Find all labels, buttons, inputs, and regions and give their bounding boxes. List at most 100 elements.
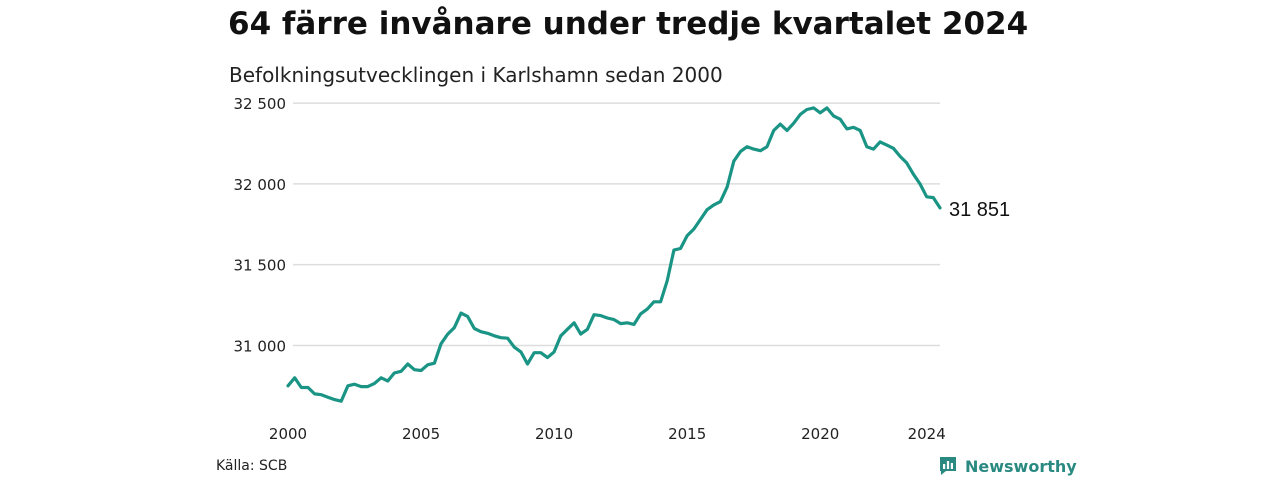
grid-lines [293,102,940,347]
data-point [307,386,310,389]
data-point [686,234,689,237]
data-point [845,128,848,131]
data-point [413,368,416,371]
data-point [553,351,556,354]
newsworthy-brand[interactable]: Newsworthy [938,455,1077,477]
source-label: Källa: SCB [216,458,288,474]
data-point [659,300,662,303]
data-point [613,318,616,321]
data-point [573,321,576,324]
data-point [832,115,835,118]
data-point [433,362,436,365]
data-point [653,300,656,303]
population-line [286,106,942,403]
data-point [726,186,729,189]
data-point [899,155,902,158]
chart-title: 64 färre invånare under tredje kvartalet… [228,6,1029,42]
data-point [859,129,862,132]
data-point [333,398,336,401]
data-point [526,363,529,366]
data-point [626,321,629,324]
data-point [513,346,516,349]
data-point [679,247,682,250]
data-point [766,145,769,148]
data-point [579,333,582,336]
data-point [599,314,602,317]
data-point [712,203,715,206]
data-point [706,208,709,211]
data-point [586,328,589,331]
data-point [366,385,369,388]
data-point [380,376,383,379]
data-point [360,385,363,388]
data-point [646,308,649,311]
data-point [919,182,922,185]
data-point [293,376,296,379]
data-point [865,145,868,148]
y-tick-label: 32 500 [234,95,287,113]
data-point [639,313,642,316]
data-point [879,140,882,143]
y-tick-label: 31 000 [234,337,287,355]
end-value-label: 31 851 [949,199,1010,221]
x-tick-label: 2015 [668,425,706,443]
data-point [519,351,522,354]
data-point [759,149,762,152]
data-point [606,317,609,320]
data-point [486,332,489,335]
data-point [539,351,542,354]
data-point [473,327,476,330]
y-tick-labels: 31 000 31 500 32 000 32 500 [234,95,287,355]
data-points [287,107,942,403]
data-point [340,400,343,403]
data-point [426,363,429,366]
data-point [300,386,303,389]
data-point [925,195,928,198]
x-tick-label: 2000 [269,425,307,443]
data-point [799,113,802,116]
data-point [752,148,755,151]
data-point [619,322,622,325]
x-tick-labels: 2000 2005 2010 2015 2020 2024 [269,425,946,443]
y-tick-label: 32 000 [234,176,287,194]
data-point [546,356,549,359]
data-point [852,126,855,129]
data-point [466,315,469,318]
data-point [786,129,789,132]
data-point [386,380,389,383]
data-point [400,370,403,373]
data-point [440,342,443,345]
data-point [533,351,536,354]
data-point [732,160,735,163]
data-point [633,323,636,326]
data-point [493,334,496,337]
newsworthy-logo-icon [940,457,956,475]
data-point [499,336,502,339]
x-tick-label: 2010 [535,425,573,443]
data-point [406,363,409,366]
data-point [692,228,695,231]
x-tick-label: 2024 [908,425,946,443]
data-point [446,333,449,336]
y-tick-label: 31 500 [234,257,287,275]
data-point [353,383,356,386]
data-point [672,249,675,252]
x-tick-label: 2020 [801,425,839,443]
data-point [666,279,669,282]
data-point [719,200,722,203]
data-point [460,312,463,315]
data-point [480,330,483,333]
data-point [287,384,290,387]
chart-subtitle: Befolkningsutvecklingen i Karlshamn seda… [229,63,723,87]
data-point [320,393,323,396]
data-point [373,382,376,385]
data-point [792,122,795,125]
data-point [825,107,828,110]
data-point [939,207,942,210]
data-point [746,145,749,148]
x-tick-label: 2005 [402,425,440,443]
data-point [872,148,875,151]
data-point [779,123,782,126]
data-point [932,196,935,199]
